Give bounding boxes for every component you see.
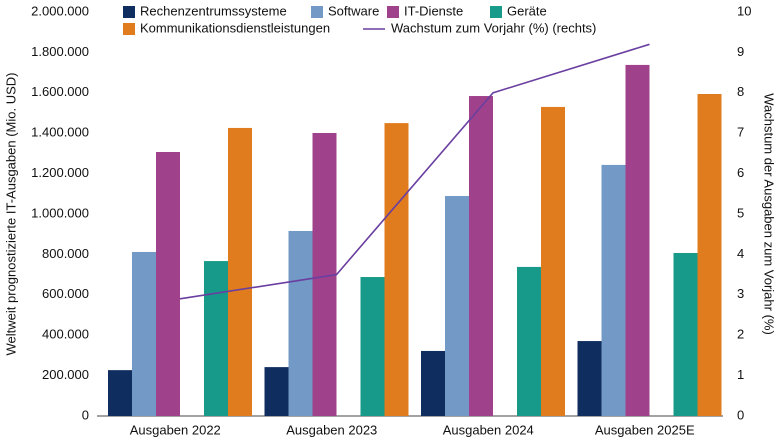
y2-axis-title: Wachstum der Ausgaben zum Vorjahr (%) [762,93,777,335]
bar [228,127,252,416]
bar [204,261,228,416]
bar [132,251,156,416]
x-tick-label: Ausgaben 2023 [286,422,377,437]
y-tick-label: 0 [82,407,89,422]
growth-line [179,43,650,300]
y2-tick-label: 0 [737,407,744,422]
y-tick-label: 1.800.000 [31,44,89,59]
bar [625,64,650,416]
y-axis-title: Weltweit prognostizierte IT-Ausgaben (Mi… [3,73,18,356]
y2-tick-label: 2 [737,327,744,342]
x-tick-label: Ausgaben 2025E [595,422,695,437]
legend-label: Software [328,3,379,18]
y2-tick-label: 10 [737,3,751,18]
legend-swatch [490,6,502,18]
legend-label: Geräte [507,3,547,18]
y-tick-label: 400.000 [42,327,89,342]
bar [108,370,132,416]
bar [673,252,698,416]
y-tick-label: 1.000.000 [31,205,89,220]
bar [360,277,385,416]
bar [445,196,469,416]
legend-label: IT-Dienste [404,3,463,18]
y2-tick-label: 6 [737,165,744,180]
bar [421,350,445,416]
legend-swatch [123,6,135,18]
x-tick-label: Ausgaben 2022 [130,422,221,437]
y-tick-label: 2.000.000 [31,3,89,18]
bar [577,341,602,416]
y2-tick-label: 5 [737,205,744,220]
y-tick-label: 1.600.000 [31,84,89,99]
y-tick-label: 1.200.000 [31,165,89,180]
bar [517,266,541,416]
bar [156,151,180,416]
legend-label: Wachstum zum Vorjahr (%) (rechts) [391,20,596,35]
y2-tick-label: 8 [737,84,744,99]
y2-tick-label: 4 [737,246,744,261]
legend-swatch [387,6,399,18]
bar [288,230,313,416]
bar [541,106,565,416]
bar [384,123,409,416]
y-tick-label: 1.400.000 [31,125,89,140]
legend-label: Rechenzentrumssysteme [140,3,287,18]
bar [601,164,626,416]
bar [264,367,289,416]
x-tick-label: Ausgaben 2024 [443,422,534,437]
legend-swatch [123,23,135,35]
y2-tick-label: 7 [737,125,744,140]
legend-swatch [311,6,323,18]
y2-tick-label: 9 [737,44,744,59]
y-tick-label: 200.000 [42,367,89,382]
bar [469,96,493,417]
y-tick-label: 800.000 [42,246,89,261]
legend-label: Kommunikationsdienstleistungen [140,20,330,35]
bar [697,94,722,417]
y-tick-label: 600.000 [42,286,89,301]
y2-tick-label: 1 [737,367,744,382]
y2-tick-label: 3 [737,286,744,301]
